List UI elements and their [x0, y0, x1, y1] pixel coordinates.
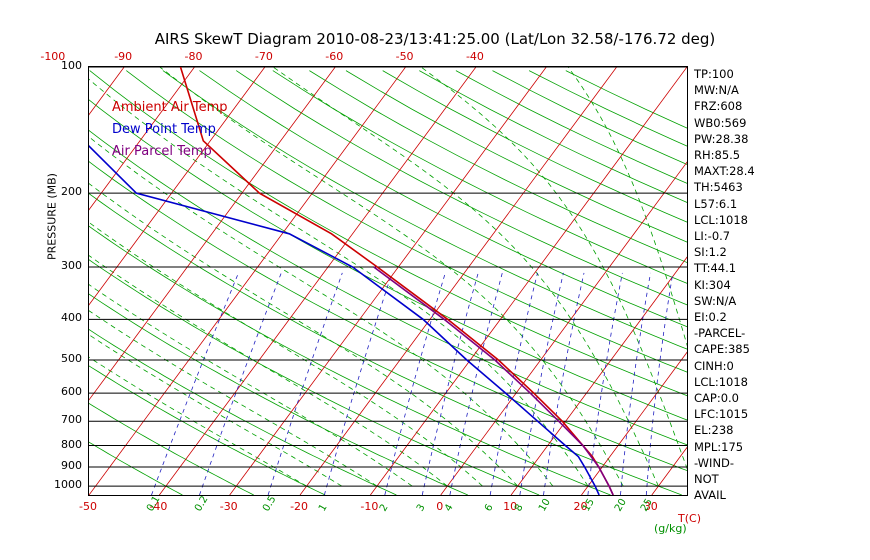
pressure-tick-800: 800 — [61, 437, 82, 451]
mixing-ratio-tick-5: 3 — [415, 502, 428, 514]
legend-parcel: Air Parcel Temp — [112, 144, 212, 159]
index-line-8: L57:6.1 — [694, 196, 738, 211]
pressure-tick-200: 200 — [61, 185, 82, 199]
top-tick-6: -60 — [325, 50, 344, 63]
index-line-13: KI:304 — [694, 277, 731, 292]
index-line-21: LFC:1015 — [694, 407, 749, 422]
index-line-18: CINH:0 — [694, 358, 734, 373]
mixing-ratio-tick-12: 25 — [639, 496, 656, 514]
mixing-ratio-tick-8: 8 — [512, 502, 526, 514]
mixing-ratio-tick-row: 0.1 0.2 0.5 1 2 3 4 6 8 10 15 20 25 (g/kg) — [88, 494, 708, 540]
index-line-1: MW:N/A — [694, 83, 739, 98]
top-tick-5: -70 — [254, 50, 273, 63]
pressure-tick-600: 600 — [61, 385, 82, 399]
mixing-ratio-unit-label: (g/kg) — [654, 522, 687, 535]
plot-area[interactable] — [88, 66, 688, 496]
top-tick-8: -40 — [465, 50, 484, 63]
index-line-25: NOT — [694, 472, 719, 487]
index-line-24: -WIND- — [694, 455, 735, 470]
mixing-ratio-tick-0: 0.1 — [144, 494, 162, 514]
top-tick-7: -50 — [395, 50, 414, 63]
pressure-tick-700: 700 — [61, 413, 82, 427]
bottom-tick-6: 10 — [503, 500, 518, 513]
index-line-3: WB0:569 — [694, 115, 747, 130]
mixing-ratio-tick-4: 2 — [377, 502, 391, 514]
top-tick-3: -90 — [114, 50, 133, 63]
top-tick-row: -120-110-100-90-80-70-60-50-40 — [40, 50, 688, 64]
index-line-26: AVAIL — [694, 488, 726, 503]
skewt-canvas — [89, 67, 687, 495]
legend-ambient: Ambient Air Temp — [112, 100, 228, 115]
bottom-tick-4: -10 — [360, 500, 379, 513]
y-tick-col: 100 200 300 400 500 600 700 800 900 1000 — [38, 59, 84, 496]
mixing-ratio-tick-10: 15 — [580, 496, 597, 514]
pressure-tick-1000: 1000 — [54, 478, 82, 492]
mixing-ratio-tick-9: 10 — [536, 496, 553, 514]
index-line-22: EL:238 — [694, 423, 734, 438]
page-title: AIRS SkewT Diagram 2010-08-23/13:41:25.0… — [154, 30, 716, 48]
index-line-5: RH:85.5 — [694, 148, 741, 163]
index-line-0: TP:100 — [694, 67, 734, 81]
index-line-4: PW:28.38 — [694, 131, 749, 146]
index-line-10: LI:-0.7 — [694, 229, 731, 244]
index-line-7: TH:5463 — [694, 180, 743, 195]
index-line-6: MAXT:28.4 — [694, 164, 755, 179]
bottom-tick-5: 0 — [436, 500, 444, 513]
index-line-11: SI:1.2 — [694, 245, 727, 260]
index-line-23: MPL:175 — [694, 439, 744, 454]
top-tick-1: -110 — [0, 50, 2, 63]
indices-panel: TP:100 MW:N/A FRZ:608 WB0:569 PW:28.38 RH:85.… — [694, 66, 870, 503]
mixing-ratio-tick-2: 0.5 — [261, 494, 279, 514]
temperature-unit-label: T(C) — [678, 512, 701, 525]
index-line-9: LCL:1018 — [694, 212, 748, 227]
bottom-tick-7: 20 — [573, 500, 588, 513]
mixing-ratio-tick-3: 1 — [317, 502, 331, 514]
mixing-ratio-tick-1: 0.2 — [192, 494, 210, 514]
legend-dewpoint: Dew Point Temp — [112, 122, 216, 137]
bottom-tick-2: -30 — [219, 500, 238, 513]
index-line-19: LCL:1018 — [694, 374, 748, 389]
index-line-2: FRZ:608 — [694, 99, 743, 114]
mixing-ratio-tick-7: 6 — [483, 502, 496, 514]
index-line-17: CAPE:385 — [694, 342, 750, 357]
mixing-ratio-tick-11: 20 — [613, 496, 630, 514]
pressure-tick-900: 900 — [61, 458, 82, 472]
index-line-16: -PARCEL- — [694, 326, 746, 341]
mixing-ratio-tick-6: 4 — [442, 502, 456, 514]
pressure-tick-400: 400 — [61, 311, 82, 325]
bottom-tick-row: -50 -40 -30 -20 -10 0 10 20 30 T(C) — [79, 500, 701, 525]
bottom-tick-3: -20 — [290, 500, 309, 513]
pressure-tick-500: 500 — [61, 351, 82, 365]
bottom-tick-8: 30 — [643, 500, 658, 513]
bottom-tick-1: -40 — [149, 500, 168, 513]
index-line-15: EI:0.2 — [694, 310, 727, 325]
bottom-tick-0: -50 — [79, 500, 97, 513]
index-line-12: TT:44.1 — [694, 261, 737, 276]
pressure-tick-300: 300 — [61, 258, 82, 272]
pressure-tick-100: 100 — [61, 59, 82, 72]
top-tick-4: -80 — [184, 50, 203, 63]
index-line-20: CAP:0.0 — [694, 391, 739, 406]
index-line-14: SW:N/A — [694, 293, 737, 308]
top-tick-2: -100 — [40, 50, 66, 63]
